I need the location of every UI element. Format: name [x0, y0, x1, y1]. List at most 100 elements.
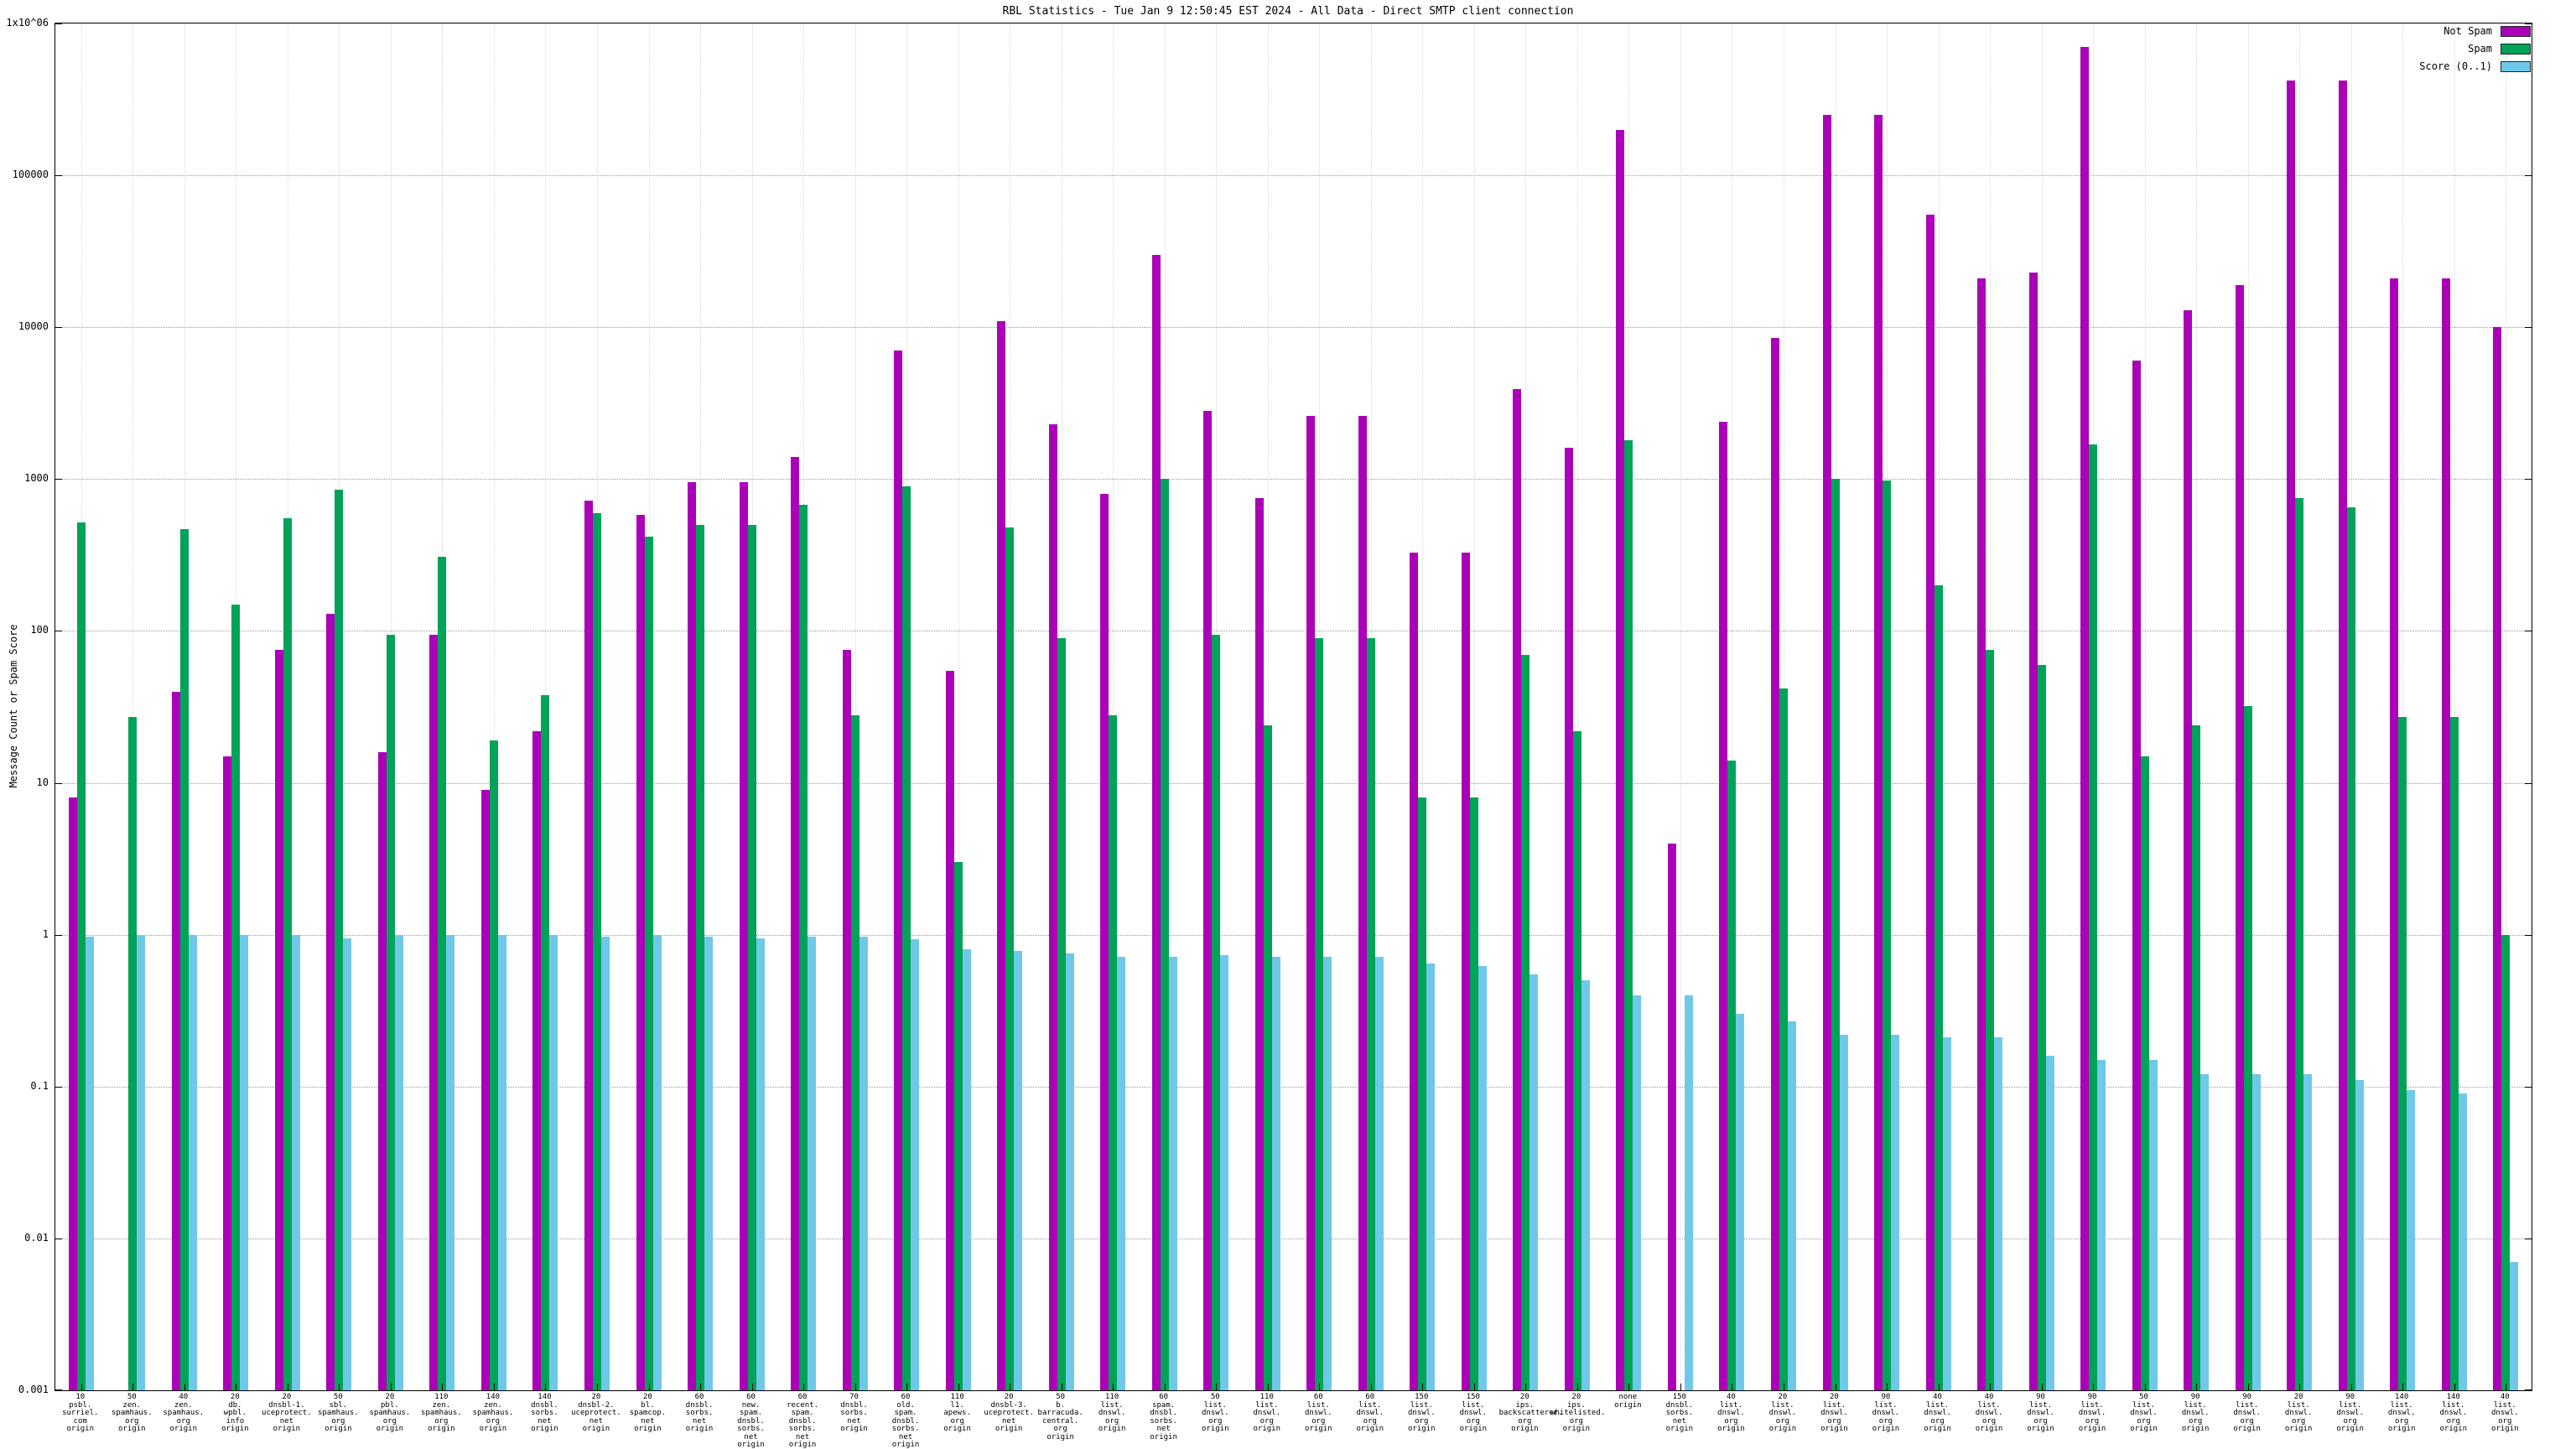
- x-tick-mark: [1473, 1384, 1475, 1390]
- bar-spam: [902, 486, 911, 1390]
- x-tick-label-line: origin: [2027, 1425, 2054, 1433]
- x-tick-mark: [1680, 1384, 1681, 1390]
- bar-not-spam: [584, 501, 593, 1390]
- bar-spam: [2140, 756, 2149, 1390]
- bar-spam: [1212, 634, 1221, 1390]
- x-tick-label-line: list.: [2287, 1400, 2310, 1410]
- x-tick-label: 60 spam. dnsbl. sorbs. net origin: [1138, 1393, 1190, 1441]
- x-tick-label-line: spamhaus.: [472, 1409, 514, 1417]
- bar-spam: [1934, 584, 1943, 1390]
- x-tick-mark: [1370, 1384, 1372, 1390]
- y-tick-mark: [55, 175, 62, 176]
- x-tick-label-line: net: [538, 1416, 552, 1426]
- x-tick-label-line: origin: [737, 1441, 765, 1449]
- bar-score: [1168, 956, 1177, 1390]
- x-tick-label-line: net: [744, 1432, 758, 1441]
- x-tick-label-line: 140: [2446, 1393, 2460, 1401]
- x-tick-label-line: origin: [376, 1425, 404, 1433]
- bar-spam: [541, 694, 550, 1390]
- x-tick-mark: [958, 1384, 959, 1390]
- bar-not-spam: [480, 789, 490, 1390]
- x-tick-label: 20 pbl. spamhaus. org origin: [364, 1393, 416, 1434]
- x-tick-label-line: origin: [788, 1441, 817, 1449]
- bar-spam: [489, 740, 498, 1390]
- bar-not-spam: [894, 351, 903, 1390]
- x-tick-label-line: list.: [1255, 1400, 1279, 1410]
- x-tick-label-line: dnswl.: [1924, 1409, 1951, 1417]
- bar-score: [1530, 974, 1539, 1390]
- x-tick-label-line: psbl.: [69, 1400, 92, 1410]
- bar-spam: [2398, 717, 2407, 1390]
- x-tick-label-line: 140: [2395, 1393, 2409, 1401]
- x-tick-label-line: org: [2033, 1416, 2048, 1426]
- x-tick-label-line: new.: [741, 1400, 761, 1410]
- bar-score: [1220, 955, 1229, 1390]
- bar-spam: [1779, 688, 1788, 1390]
- x-tick-label-line: surriel.: [62, 1409, 99, 1417]
- x-tick-label-line: origin: [2181, 1425, 2210, 1433]
- bar-spam: [2192, 724, 2201, 1390]
- bar-not-spam: [326, 613, 335, 1390]
- bar-not-spam: [2493, 327, 2502, 1390]
- x-tick-mark: [1628, 1384, 1630, 1390]
- bar-spam: [799, 504, 808, 1390]
- y-axis-title: Message Count or Spam Score: [8, 624, 19, 788]
- bar-score: [137, 934, 146, 1390]
- bar-not-spam: [1203, 411, 1213, 1390]
- x-tick-mark: [2402, 1384, 2404, 1390]
- x-tick-label-line: 140: [486, 1393, 501, 1401]
- x-tick-label-line: 70: [849, 1393, 859, 1401]
- x-tick-label-line: origin: [685, 1425, 714, 1433]
- x-tick-label-line: dnswl.: [1459, 1409, 1488, 1417]
- x-tick-label: 90 list. dnswl. org origin: [2066, 1393, 2118, 1434]
- x-gridline: [1576, 23, 1578, 1390]
- x-tick-label-line: uceprotect.: [984, 1409, 1034, 1417]
- x-tick-label-line: list.: [1874, 1400, 1898, 1410]
- x-tick-mark: [545, 1384, 547, 1390]
- bar-not-spam: [2338, 80, 2347, 1390]
- bar-score: [240, 934, 249, 1390]
- bar-not-spam: [1358, 416, 1367, 1390]
- bar-not-spam: [1719, 421, 1728, 1390]
- x-tick-label-line: dnswl.: [2336, 1409, 2364, 1417]
- x-tick-label-line: uceprotect.: [262, 1409, 312, 1417]
- bar-not-spam: [68, 797, 77, 1390]
- x-tick-label-line: origin: [1924, 1425, 1951, 1433]
- bar-spam: [1263, 724, 1272, 1390]
- x-tick-label-line: sorbs.: [737, 1425, 765, 1433]
- bar-spam: [1160, 479, 1169, 1390]
- x-tick-label-line: org: [1878, 1416, 1893, 1426]
- x-tick-label-line: 40: [179, 1393, 189, 1401]
- bar-score: [1839, 1034, 1848, 1390]
- x-tick-label-line: dnswl.: [2078, 1409, 2106, 1417]
- x-tick-label-line: 90: [2036, 1393, 2045, 1401]
- bar-not-spam: [223, 756, 232, 1390]
- x-tick-label-line: 50: [333, 1393, 343, 1401]
- x-tick-mark: [184, 1384, 185, 1390]
- x-tick-label-line: dnswl.: [1253, 1409, 1280, 1417]
- bar-score: [1323, 956, 1332, 1390]
- bar-spam: [1366, 637, 1375, 1390]
- x-tick-label-line: barracuda.: [1037, 1409, 1083, 1417]
- x-tick-label-line: list.: [2236, 1400, 2259, 1410]
- x-tick-label-line: list.: [2184, 1400, 2207, 1410]
- x-tick-label-line: 60: [694, 1393, 704, 1401]
- x-tick-label-line: 20: [230, 1393, 240, 1401]
- x-tick-label-line: dnsbl.: [685, 1400, 714, 1410]
- x-tick-mark: [2350, 1384, 2352, 1390]
- y-tick-label: 1000: [24, 472, 49, 484]
- x-tick-label-line: 90: [1881, 1393, 1891, 1401]
- y-tick-label: 0.001: [18, 1384, 49, 1395]
- x-tick-mark: [339, 1384, 340, 1390]
- bar-score: [85, 937, 94, 1390]
- x-tick-label-line: origin: [1253, 1425, 1280, 1433]
- x-tick-label: 110 l1. apews. org origin: [932, 1393, 984, 1434]
- x-tick-label-line: spam.: [791, 1409, 814, 1417]
- plot-area: [55, 23, 2532, 1391]
- x-tick-label-line: list.: [2132, 1400, 2156, 1410]
- x-tick-mark: [803, 1384, 805, 1390]
- x-tick-mark: [390, 1384, 392, 1390]
- x-tick-label-line: org: [434, 1416, 449, 1426]
- x-tick-label-line: org: [1259, 1416, 1274, 1426]
- x-tick-label-line: list.: [1410, 1400, 1433, 1410]
